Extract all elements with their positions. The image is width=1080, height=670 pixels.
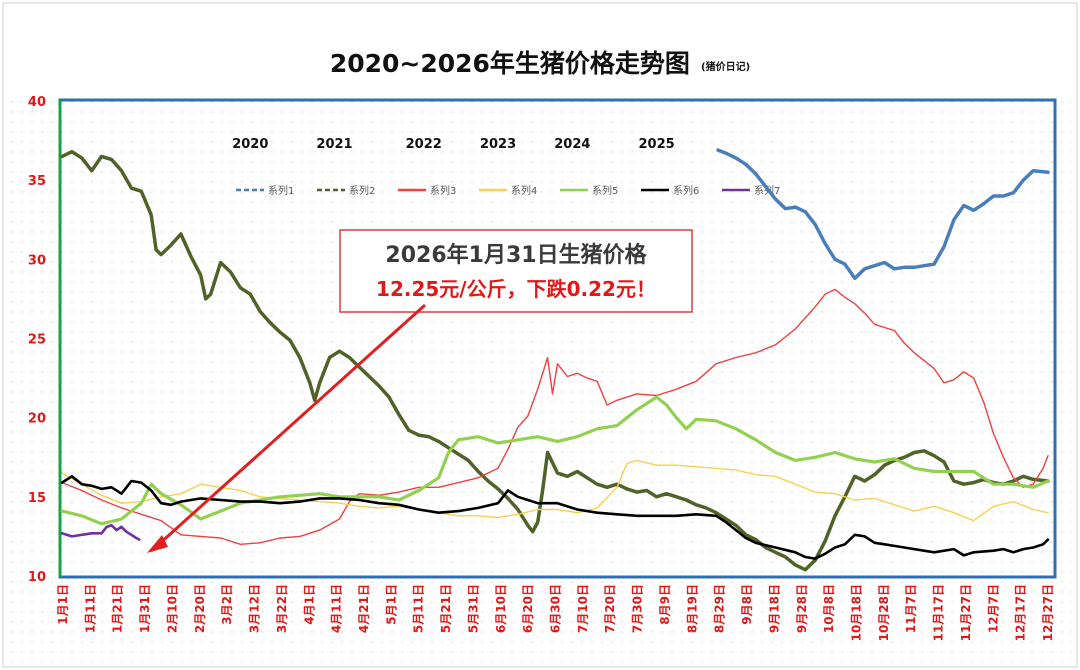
x-tick-label: 12月7日 bbox=[986, 584, 1000, 633]
year-labels: 2020 2021 2022 2023 2024 2025 bbox=[232, 137, 674, 152]
series-line bbox=[60, 524, 141, 541]
chart-subtitle: (猪价日记) bbox=[701, 60, 750, 73]
legend-label: 系列1 bbox=[268, 184, 294, 197]
y-tick-label: 15 bbox=[28, 491, 46, 506]
y-tick-label: 20 bbox=[28, 412, 46, 427]
x-tick-label: 9月28日 bbox=[795, 584, 809, 633]
legend-label: 系列4 bbox=[511, 184, 537, 197]
chart-title: 2020~2026年生猪价格走势图 bbox=[330, 49, 690, 78]
x-tick-label: 8月29日 bbox=[713, 584, 727, 633]
year-label: 2023 bbox=[480, 137, 516, 152]
series-line bbox=[716, 148, 1050, 281]
x-tick-label: 7月30日 bbox=[631, 584, 645, 633]
series-line bbox=[60, 149, 1050, 572]
legend-item: 系列5 bbox=[560, 184, 618, 197]
legend-label: 系列3 bbox=[430, 184, 456, 197]
series-line bbox=[60, 475, 1050, 560]
year-label: 2020 bbox=[232, 137, 268, 152]
x-tick-label: 8月19日 bbox=[685, 584, 699, 633]
x-tick-label: 11月27日 bbox=[959, 584, 973, 641]
x-tick-label: 4月21日 bbox=[357, 584, 371, 633]
x-tick-label: 11月7日 bbox=[904, 584, 918, 633]
x-tick-label: 3月12日 bbox=[248, 584, 262, 633]
x-tick-label: 11月17日 bbox=[932, 584, 946, 641]
x-tick-label: 10月8日 bbox=[822, 584, 836, 633]
series-line bbox=[60, 395, 1050, 526]
legend-item: 系列4 bbox=[479, 184, 537, 197]
x-tick-label: 1月1日 bbox=[56, 584, 70, 625]
chart-title-block: 2020~2026年生猪价格走势图 (猪价日记) bbox=[330, 49, 750, 78]
x-tick-label: 12月27日 bbox=[1041, 584, 1055, 641]
year-label: 2024 bbox=[554, 137, 590, 152]
legend-item: 系列3 bbox=[398, 184, 456, 197]
annotation-box bbox=[339, 229, 693, 313]
x-tick-label: 2月10日 bbox=[165, 584, 179, 633]
year-label: 2022 bbox=[406, 137, 442, 152]
annotation-line2: 12.25元/公斤，下跌0.22元！ bbox=[376, 277, 656, 301]
x-tick-label: 6月20日 bbox=[521, 584, 535, 633]
x-tick-label: 6月30日 bbox=[549, 584, 563, 633]
x-tick-label: 4月1日 bbox=[302, 584, 316, 625]
y-tick-label: 35 bbox=[28, 174, 46, 189]
x-tick-label: 6月10日 bbox=[494, 584, 508, 633]
annotation-arrowhead bbox=[147, 535, 168, 553]
x-tick-label: 5月11日 bbox=[412, 584, 426, 633]
legend-item: 系列2 bbox=[317, 184, 375, 197]
year-label: 2021 bbox=[316, 137, 352, 152]
x-tick-label: 7月10日 bbox=[576, 584, 590, 633]
x-tick-label: 10月28日 bbox=[877, 584, 891, 641]
y-tick-label: 40 bbox=[28, 95, 46, 110]
x-tick-label: 8月9日 bbox=[658, 584, 672, 625]
y-tick-labels: 10 15 20 25 30 35 40 bbox=[28, 95, 46, 585]
annotation-arrow bbox=[156, 303, 427, 547]
legend: 系列1 系列2 系列3 系列4 系列5 系列6 系列7 bbox=[236, 184, 780, 197]
y-tick-label: 30 bbox=[28, 253, 46, 268]
series-lines bbox=[60, 148, 1050, 572]
x-tick-label: 5月31日 bbox=[466, 584, 480, 633]
title-band bbox=[8, 8, 1072, 98]
annotation-line1: 2026年1月31日生猪价格 bbox=[385, 242, 647, 268]
y-tick-label: 10 bbox=[28, 570, 46, 585]
x-tick-labels: 1月1日 1月11日 1月21日 1月31日 2月10日 2月20日 3月2日 3月12日 3月… bbox=[56, 584, 1055, 641]
x-tick-label: 3月22日 bbox=[275, 584, 289, 633]
series-line bbox=[61, 459, 1049, 522]
x-tick-label: 9月18日 bbox=[767, 584, 781, 633]
x-tick-label: 7月20日 bbox=[603, 584, 617, 633]
x-tick-label: 10月18日 bbox=[849, 584, 863, 641]
x-tick-label: 1月31日 bbox=[138, 584, 152, 633]
legend-item: 系列6 bbox=[641, 184, 699, 197]
x-tick-label: 1月21日 bbox=[111, 584, 125, 633]
year-label: 2025 bbox=[639, 137, 675, 152]
legend-label: 系列5 bbox=[592, 184, 618, 197]
legend-label: 系列6 bbox=[673, 184, 699, 197]
annotation-callout: 2026年1月31日生猪价格 12.25元/公斤，下跌0.22元！ bbox=[147, 229, 693, 553]
x-tick-label: 1月11日 bbox=[83, 584, 97, 633]
legend-item: 系列1 bbox=[236, 184, 294, 197]
x-tick-label: 5月1日 bbox=[384, 584, 398, 625]
x-tick-label: 9月8日 bbox=[740, 584, 754, 625]
y-tick-label: 25 bbox=[28, 333, 46, 348]
x-tick-label: 3月2日 bbox=[220, 584, 234, 625]
x-tick-label: 12月17日 bbox=[1014, 584, 1028, 641]
x-tick-label: 5月21日 bbox=[439, 584, 453, 633]
x-tick-label: 4月11日 bbox=[330, 584, 344, 633]
plot-area-dots bbox=[60, 100, 1055, 577]
legend-label: 系列2 bbox=[349, 184, 375, 197]
x-tick-label: 2月20日 bbox=[193, 584, 207, 633]
series-line bbox=[61, 288, 1049, 545]
